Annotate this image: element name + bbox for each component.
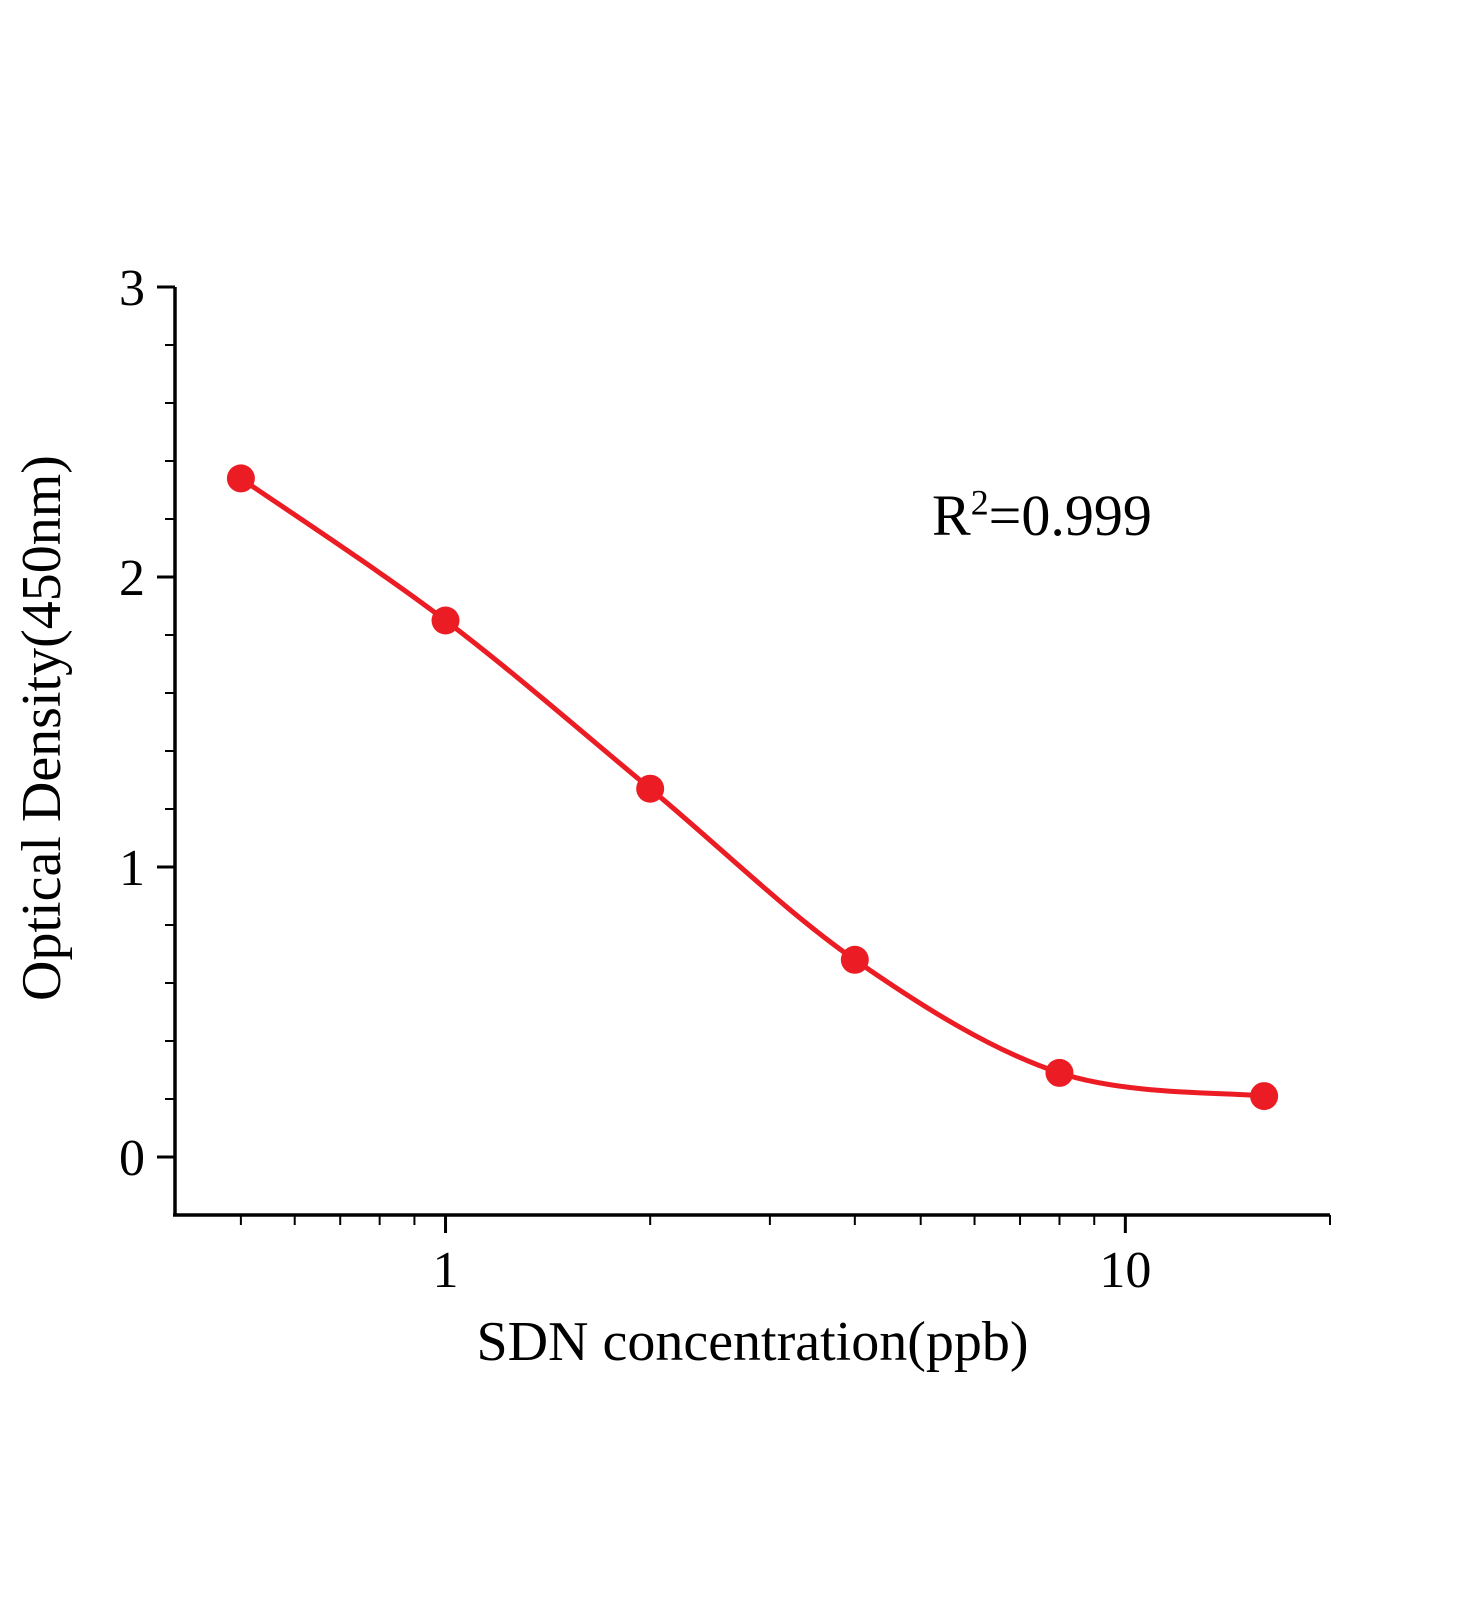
fit-curve	[238, 475, 1267, 1099]
data-point	[1045, 1058, 1074, 1087]
r-squared-superscript: 2	[970, 482, 989, 523]
data-point	[840, 945, 869, 974]
x-tick-label: 10	[1099, 1242, 1151, 1299]
data-point	[636, 774, 665, 803]
y-axis-title: Optical Density(450nm)	[11, 455, 73, 1001]
x-tick-label: 1	[433, 1242, 459, 1299]
data-point	[226, 464, 255, 493]
y-tick-label: 3	[119, 260, 145, 317]
r-squared-annotation: R2=0.999	[932, 482, 1152, 549]
y-tick-label: 2	[119, 550, 145, 607]
y-tick-label: 0	[119, 1130, 145, 1187]
y-tick-label: 1	[119, 840, 145, 897]
r-squared-suffix: =0.999	[988, 483, 1152, 548]
x-axis-title: SDN concentration(ppb)	[476, 1311, 1029, 1373]
data-point	[1250, 1082, 1279, 1111]
r-squared-base: R	[932, 483, 971, 548]
data-point	[431, 606, 460, 635]
